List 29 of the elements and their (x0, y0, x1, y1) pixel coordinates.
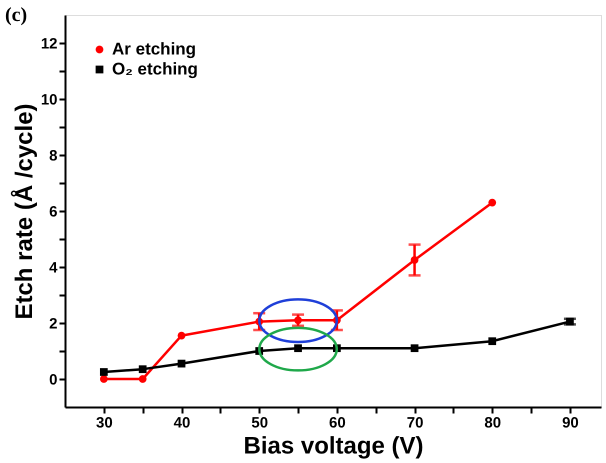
x-tick-label: 40 (174, 414, 190, 432)
point (488, 337, 496, 346)
point (488, 198, 496, 206)
y-tick-label: 0 (49, 372, 58, 388)
y-tick-label: 4 (49, 260, 58, 276)
x-tick-label: 90 (562, 414, 579, 432)
y-tick-label: 8 (49, 148, 58, 164)
point (138, 365, 147, 374)
x-axis-title: Bias voltage (V) (243, 432, 424, 460)
x-tick-label: 80 (484, 414, 502, 432)
legend-label: Ar etching (112, 40, 196, 58)
point (410, 344, 418, 352)
y-tick-label: 2 (49, 316, 58, 332)
y-tick-label: 6 (49, 204, 58, 220)
x-tick-label: 60 (329, 414, 346, 432)
x-tick-label: 30 (96, 414, 113, 432)
x-tick-label: 70 (406, 414, 424, 432)
y-axis-title: Etch rate (Å /cycle) (10, 103, 38, 320)
point (178, 360, 186, 368)
y-tick-label: 12 (40, 36, 58, 52)
legend-label: O₂ etching (112, 60, 198, 78)
point (294, 344, 302, 352)
point (100, 368, 108, 376)
point (138, 375, 147, 383)
chart-title: (c) (5, 4, 28, 26)
point (178, 332, 186, 340)
y-tick-label: 10 (40, 92, 58, 108)
point (100, 375, 108, 383)
x-tick-label: 50 (251, 414, 268, 432)
